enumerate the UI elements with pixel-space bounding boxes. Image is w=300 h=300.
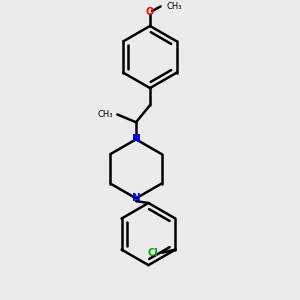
Text: N: N [132,194,140,203]
Text: CH₃: CH₃ [97,110,113,119]
Text: O: O [146,7,154,17]
Text: CH₃: CH₃ [166,2,182,11]
Text: Cl: Cl [148,248,158,258]
Text: N: N [132,134,140,144]
Text: N: N [132,134,140,144]
